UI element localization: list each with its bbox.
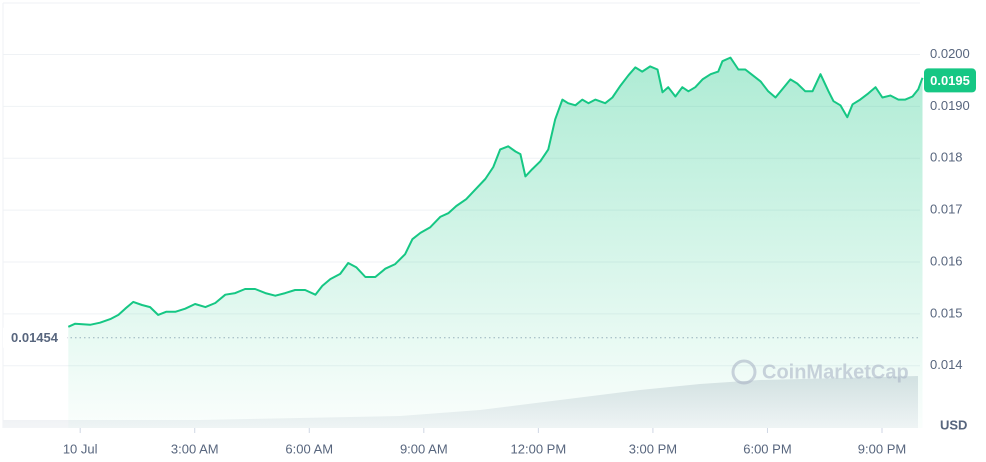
y-tick-label: 0.0190 <box>930 98 970 113</box>
watermark-logo <box>731 359 757 385</box>
last-price-badge <box>924 68 976 93</box>
y-unit-label: USD <box>940 417 967 432</box>
y-tick-label: 0.0200 <box>930 46 970 61</box>
watermark-group: CoinMarketCap <box>731 359 909 385</box>
y-tick-label: 0.016 <box>930 253 963 268</box>
y-tick-label: 0.014 <box>930 357 963 372</box>
price-area <box>68 57 923 428</box>
open-price-badge <box>3 327 67 348</box>
x-tick-label: 9:00 AM <box>400 441 448 456</box>
x-tick-label: 10 Jul <box>63 441 98 456</box>
x-tick-label: 9:00 PM <box>858 441 906 456</box>
y-tick-label: 0.017 <box>930 202 963 217</box>
x-tick-label: 3:00 AM <box>171 441 219 456</box>
open-price-label: 0.01454 <box>11 330 59 345</box>
x-tick-label: 12:00 PM <box>511 441 567 456</box>
x-tick-label: 3:00 PM <box>629 441 677 456</box>
plot: 0.014 0.015 0.016 0.017 0.018 0.0190 0.0200 10 … <box>3 46 976 456</box>
watermark: CoinMarketCap <box>762 361 909 383</box>
y-tick-label: 0.018 <box>930 150 963 165</box>
x-tick-label: 6:00 AM <box>285 441 333 456</box>
y-tick-label: 0.015 <box>930 305 963 320</box>
x-tick-label: 6:00 PM <box>743 441 791 456</box>
price-line <box>67 56 924 328</box>
last-price-label: 0.0195 <box>930 73 970 88</box>
